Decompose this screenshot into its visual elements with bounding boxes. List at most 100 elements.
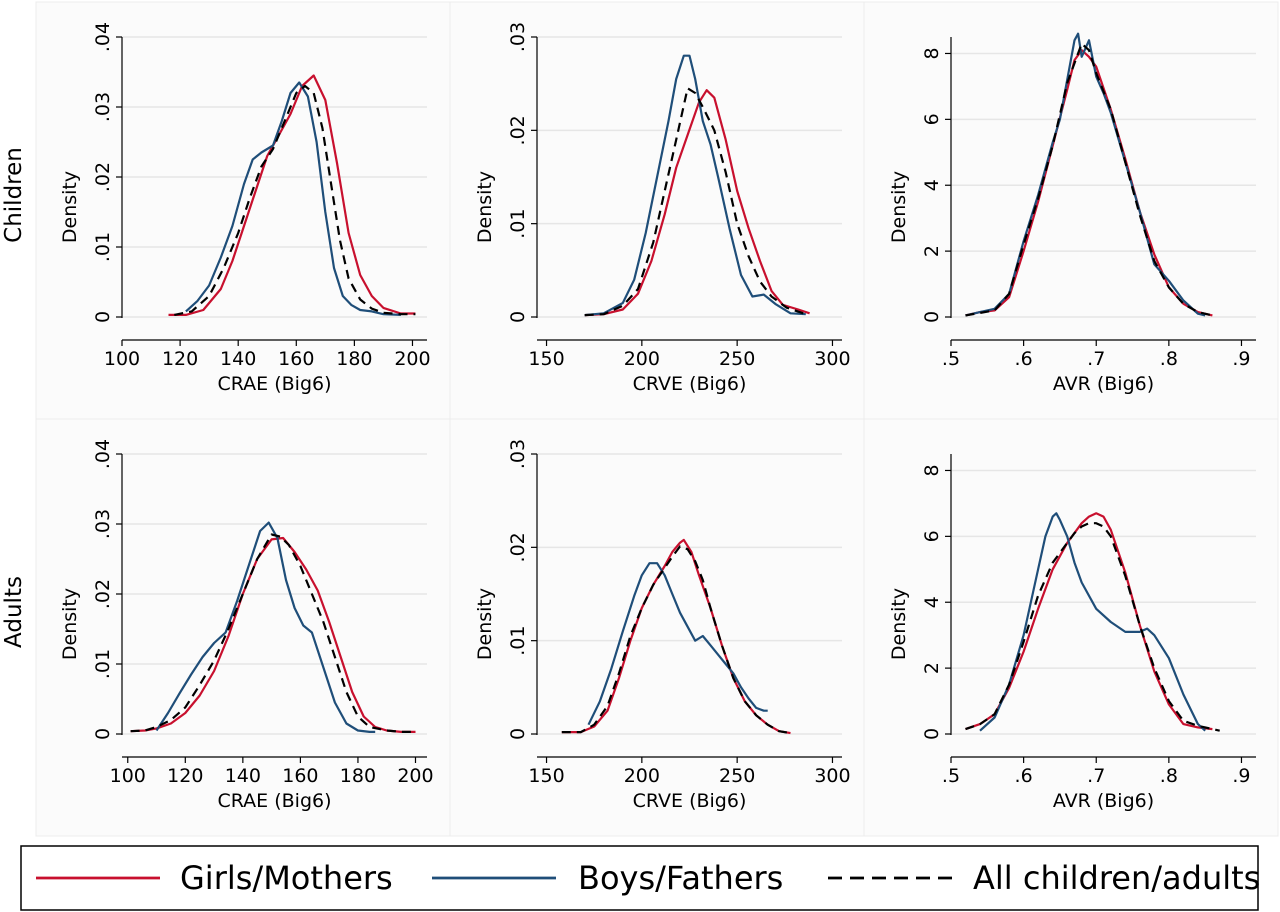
x-tick-label: .9 [1232, 348, 1250, 370]
series-line-boys [185, 81, 401, 316]
x-tick-label: 250 [719, 348, 755, 370]
x-tick-label: 140 [220, 348, 256, 370]
x-tick-label: 160 [278, 348, 314, 370]
legend-label-all: All children/adults [973, 859, 1260, 897]
y-axis-label: Density [888, 588, 910, 660]
chart-panel-6: 0 2 4 6 8 .5 .6 .7 .8 .9 AVR (Big6) Density [888, 454, 1256, 812]
chart-panel-1: 0 .01 .02 .03 .04 100 120 140 160 180 200 CRAE (Big… [59, 22, 431, 395]
series-line-girls [584, 89, 810, 317]
y-tick-label: 2 [921, 245, 943, 257]
y-tick-label: 6 [921, 113, 943, 125]
x-axis-label: AVR (Big6) [1053, 373, 1154, 395]
x-tick-label: 100 [104, 348, 140, 370]
y-tick-label: 8 [921, 464, 943, 476]
y-tick-label: 4 [921, 179, 943, 191]
x-tick-label: .5 [942, 348, 960, 370]
x-tick-label: 200 [624, 348, 660, 370]
x-tick-label: 100 [110, 765, 146, 787]
x-tick-label: .5 [942, 765, 960, 787]
series-line-all [584, 87, 807, 317]
panel-background [449, 418, 865, 837]
x-axis-label: CRAE (Big6) [217, 373, 331, 395]
y-tick-label: .03 [92, 92, 114, 122]
y-tick-label: 4 [921, 596, 943, 608]
panel-background [35, 418, 451, 837]
y-axis-label: Density [59, 588, 81, 660]
x-axis-label: CRVE (Big6) [633, 373, 747, 395]
x-tick-label: .6 [1015, 765, 1033, 787]
y-tick-label: .02 [92, 579, 114, 609]
x-axis-label: AVR (Big6) [1053, 790, 1154, 812]
series-line-all [130, 533, 416, 734]
x-tick-label: .7 [1087, 765, 1105, 787]
x-tick-label: .7 [1087, 348, 1105, 370]
y-tick-label: 6 [921, 530, 943, 542]
y-tick-label: .01 [507, 626, 529, 656]
y-tick-label: 0 [92, 728, 114, 740]
x-tick-label: 300 [814, 765, 850, 787]
x-tick-label: 200 [624, 765, 660, 787]
x-tick-label: 150 [528, 765, 564, 787]
panel-background [449, 1, 865, 420]
chart-panel-3: 0 2 4 6 8 .5 .6 .7 .8 .9 AVR (Big6) Density [888, 32, 1256, 395]
series-line-boys [979, 512, 1206, 732]
y-tick-label: .02 [507, 532, 529, 562]
y-tick-label: 0 [507, 728, 529, 740]
x-tick-label: 180 [340, 765, 376, 787]
y-tick-label: .02 [507, 115, 529, 145]
x-axis-label: CRVE (Big6) [633, 790, 747, 812]
y-tick-label: 0 [92, 311, 114, 323]
y-tick-label: 2 [921, 662, 943, 674]
y-tick-label: 0 [507, 311, 529, 323]
x-tick-label: 120 [162, 348, 198, 370]
chart-panel-2: 0 .01 .02 .03 150 200 250 300 CRVE (Big6) Density [474, 22, 851, 395]
y-tick-label: .03 [507, 439, 529, 469]
y-tick-label: 0 [921, 728, 943, 740]
series-line-all [174, 84, 416, 316]
x-tick-label: 300 [814, 348, 850, 370]
series-line-boys [965, 32, 1206, 317]
panel-background [35, 1, 451, 420]
legend: Girls/Mothers Boys/Fathers All children/ad… [20, 845, 1260, 911]
y-tick-label: .01 [92, 232, 114, 262]
series-line-girls [561, 538, 791, 735]
y-tick-label: .03 [507, 22, 529, 52]
x-tick-label: 200 [397, 765, 433, 787]
chart-panel-4: 0 .01 .02 .03 .04 100 120 140 160 180 200 CRAE (Big… [59, 439, 434, 812]
y-tick-label: .01 [92, 649, 114, 679]
x-tick-label: 140 [225, 765, 261, 787]
x-tick-label: 120 [167, 765, 203, 787]
x-tick-label: .6 [1015, 348, 1033, 370]
x-tick-label: 200 [394, 348, 430, 370]
row-label: Children [1, 147, 27, 243]
panel-background [863, 418, 1279, 837]
x-tick-label: 160 [282, 765, 318, 787]
y-axis-label: Density [474, 588, 496, 660]
legend-label-girls: Girls/Mothers [180, 859, 393, 897]
y-axis-label: Density [59, 171, 81, 243]
legend-label-boys: Boys/Fathers [578, 859, 783, 897]
series-line-girls [130, 536, 416, 734]
y-axis-label: Density [888, 171, 910, 243]
series-line-all [965, 522, 1220, 732]
y-tick-label: .04 [92, 439, 114, 469]
x-tick-label: 180 [336, 348, 372, 370]
series-line-girls [965, 512, 1213, 731]
x-tick-label: .8 [1160, 348, 1178, 370]
series-line-boys [584, 54, 806, 317]
chart-panel-5: 0 .01 .02 .03 150 200 250 300 CRVE (Big6) Density [474, 439, 851, 812]
x-tick-label: .9 [1232, 765, 1250, 787]
x-tick-label: 150 [528, 348, 564, 370]
series-line-girls [168, 74, 416, 316]
y-tick-label: .03 [92, 509, 114, 539]
y-tick-label: 8 [921, 47, 943, 59]
x-tick-label: 250 [719, 765, 755, 787]
series-line-girls [965, 49, 1213, 317]
y-axis-label: Density [474, 171, 496, 243]
y-tick-label: .01 [507, 209, 529, 239]
legend-box [20, 845, 1259, 911]
x-axis-label: CRAE (Big6) [217, 790, 331, 812]
y-tick-label: 0 [921, 311, 943, 323]
x-tick-label: .8 [1160, 765, 1178, 787]
